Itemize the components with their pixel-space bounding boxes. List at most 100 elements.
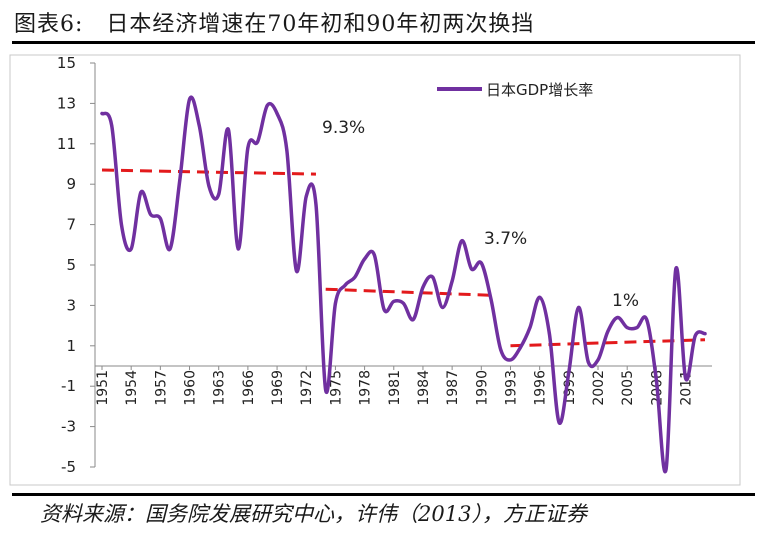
data-point <box>654 378 658 382</box>
y-tick-label: 1 <box>66 337 76 355</box>
y-tick-label: -5 <box>61 458 76 476</box>
data-point <box>392 299 396 303</box>
data-point <box>567 370 571 374</box>
data-point <box>207 184 211 188</box>
y-tick-label: 11 <box>57 135 76 153</box>
x-tick-label: 1972 <box>299 370 315 406</box>
data-point <box>236 247 240 251</box>
data-point <box>538 295 542 299</box>
data-point <box>295 269 299 273</box>
x-tick-label: 1975 <box>328 370 344 406</box>
x-tick-label: 1981 <box>387 370 403 406</box>
data-point <box>246 146 250 150</box>
data-point <box>431 275 435 279</box>
y-tick-label: 13 <box>57 94 76 112</box>
data-point <box>421 285 425 289</box>
data-point <box>674 267 678 271</box>
data-point <box>615 316 619 320</box>
x-tick-label: 1957 <box>153 370 169 406</box>
data-point <box>635 326 639 330</box>
y-tick-label: 7 <box>66 216 76 234</box>
x-tick-label: 1987 <box>445 370 461 406</box>
trend-line <box>101 168 316 176</box>
data-point <box>314 202 318 206</box>
x-tick-label: 2011 <box>679 370 695 406</box>
legend-label: 日本GDP增长率 <box>486 81 593 99</box>
chart-frame <box>9 54 741 486</box>
data-point <box>158 217 162 221</box>
x-tick-label: 1963 <box>212 370 228 406</box>
data-point <box>382 307 386 311</box>
y-tick-label: 15 <box>57 54 76 72</box>
x-tick-label: 2002 <box>591 370 607 406</box>
data-point <box>684 376 688 380</box>
data-point <box>226 128 230 132</box>
data-point <box>518 346 522 350</box>
y-tick-label: 5 <box>66 256 76 274</box>
source-divider <box>12 493 755 496</box>
data-point <box>256 140 260 144</box>
data-point <box>499 348 503 352</box>
x-tick-label: 2005 <box>620 370 636 406</box>
trend-label: 1% <box>612 291 639 311</box>
data-point <box>625 326 629 330</box>
data-point <box>450 279 454 283</box>
trend-line <box>325 287 492 297</box>
data-point <box>596 358 600 362</box>
data-point <box>197 124 201 128</box>
data-point <box>129 247 133 251</box>
data-point <box>275 112 279 115</box>
y-tick-label: -1 <box>61 377 76 395</box>
data-point <box>149 213 153 216</box>
data-point <box>178 178 182 182</box>
x-tick-label: 1978 <box>358 370 374 406</box>
source-note: 资料来源：国务院发展研究中心，许伟（2013），方正证券 <box>40 502 587 526</box>
x-tick-label: 1984 <box>416 370 432 406</box>
x-tick-label: 1966 <box>241 370 257 406</box>
data-point <box>440 305 444 309</box>
data-point <box>508 358 512 362</box>
x-tick-label: 1951 <box>95 370 111 406</box>
x-tick-label: 1960 <box>183 370 199 406</box>
x-tick-label: 1954 <box>124 370 140 406</box>
data-point <box>363 257 367 261</box>
data-point <box>528 326 532 330</box>
data-point <box>402 301 405 305</box>
data-point <box>693 334 697 338</box>
x-tick-label: 1996 <box>533 370 549 406</box>
data-point <box>547 332 551 336</box>
data-point <box>470 267 474 271</box>
trend-line <box>510 338 706 348</box>
data-point <box>343 283 347 287</box>
data-point <box>479 261 483 265</box>
page-title: 图表6: 日本经济增速在70年初和90年初两次换挡 <box>14 12 535 37</box>
data-point <box>372 253 376 257</box>
data-point <box>645 318 649 322</box>
x-tick-label: 1990 <box>474 370 490 406</box>
legend: 日本GDP增长率 <box>437 81 593 99</box>
trend-label: 9.3% <box>322 118 365 138</box>
data-point <box>606 330 610 334</box>
y-tick-label: 9 <box>66 175 76 193</box>
data-point <box>324 388 328 392</box>
data-point <box>586 360 590 364</box>
data-point <box>217 192 221 196</box>
data-point <box>119 223 123 227</box>
trend-label: 3.7% <box>484 229 527 249</box>
data-point <box>304 194 308 198</box>
y-tick-label: -3 <box>61 418 76 436</box>
data-point <box>577 305 581 309</box>
data-point <box>139 190 143 194</box>
title-divider <box>12 41 755 44</box>
data-point <box>265 103 269 107</box>
series-line-japan-gdp-growth <box>100 95 707 474</box>
data-point <box>664 467 668 471</box>
data-point <box>110 124 114 128</box>
data-point <box>703 332 707 336</box>
data-point <box>557 421 561 425</box>
data-point <box>353 275 357 279</box>
data-point <box>460 239 464 243</box>
x-tick-label: 1993 <box>503 370 519 406</box>
data-point <box>100 112 104 115</box>
